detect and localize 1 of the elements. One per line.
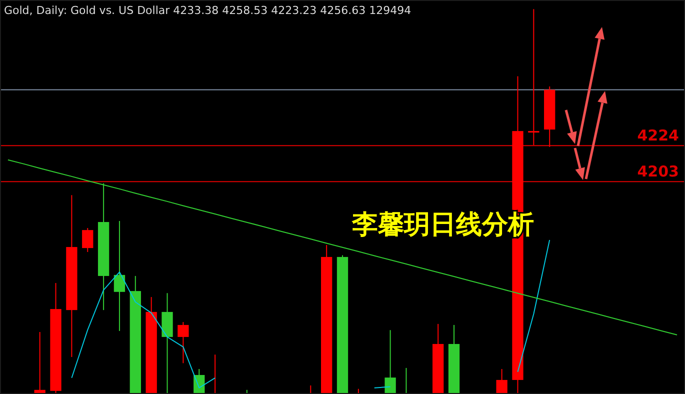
title: Gold, Daily: Gold vs. US Dollar 4233.38 4258.53 4223.23 4256.63 129494 [4, 4, 412, 17]
